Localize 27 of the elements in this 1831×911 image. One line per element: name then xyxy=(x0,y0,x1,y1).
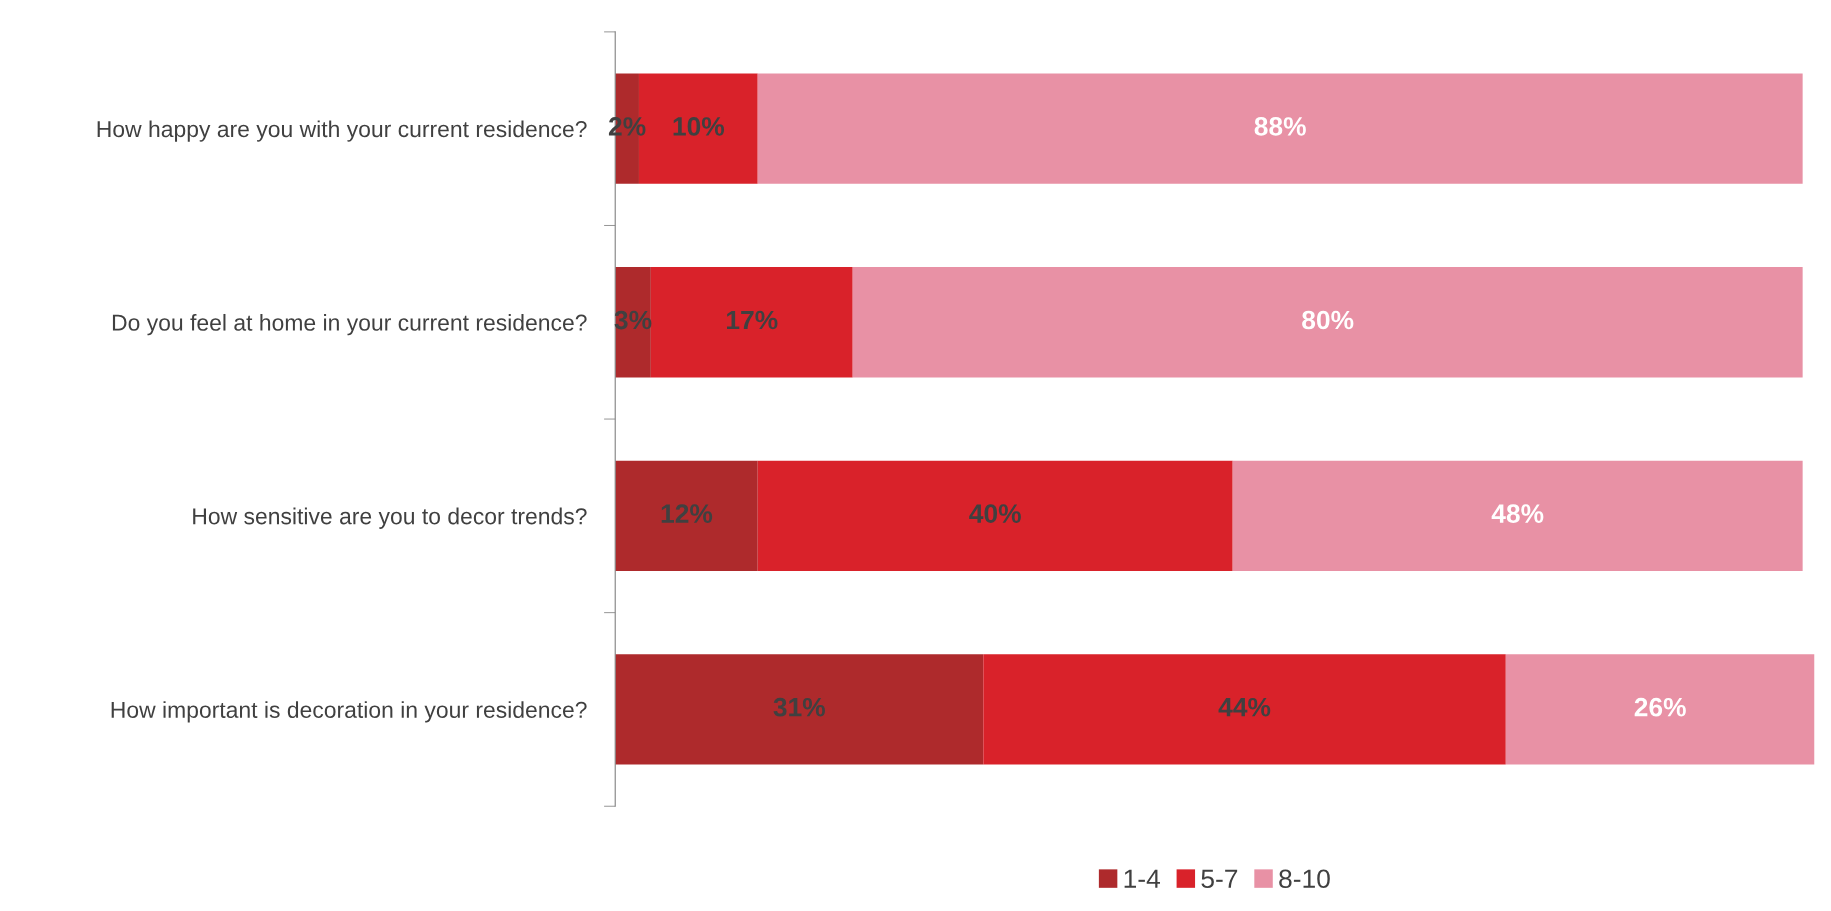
data-label: 31% xyxy=(773,697,825,717)
bar xyxy=(852,267,1803,378)
data-label: 12% xyxy=(661,504,713,523)
data-label: 17% xyxy=(727,310,778,330)
bar xyxy=(983,654,1506,765)
y-tick-label: How sensitive are you to decor trends? xyxy=(193,507,587,529)
legend-label: 8-10 xyxy=(1279,869,1330,889)
bar xyxy=(757,460,1233,572)
data-label: 44% xyxy=(1218,697,1271,717)
bar xyxy=(1505,654,1815,765)
y-tick-label: Do you feel at home in your current residence? xyxy=(112,313,587,336)
bar xyxy=(615,460,758,572)
bar xyxy=(757,73,1803,184)
y-tick-label: How happy are you with your current residence? xyxy=(97,120,587,142)
data-label: 88% xyxy=(1254,117,1306,136)
bar xyxy=(650,267,853,378)
y-tick-label: How important is decoration in your residence? xyxy=(111,701,587,723)
legend-label: 1-4 xyxy=(1124,869,1160,888)
bar xyxy=(615,654,984,765)
legend-label: 5-7 xyxy=(1201,869,1238,889)
data-label: 48% xyxy=(1491,504,1544,523)
bar xyxy=(615,267,651,378)
bar xyxy=(1232,460,1803,572)
data-label: 26% xyxy=(1634,697,1686,717)
data-label: 10% xyxy=(673,117,725,136)
data-label: 80% xyxy=(1302,310,1354,330)
data-label: 40% xyxy=(969,504,1021,523)
